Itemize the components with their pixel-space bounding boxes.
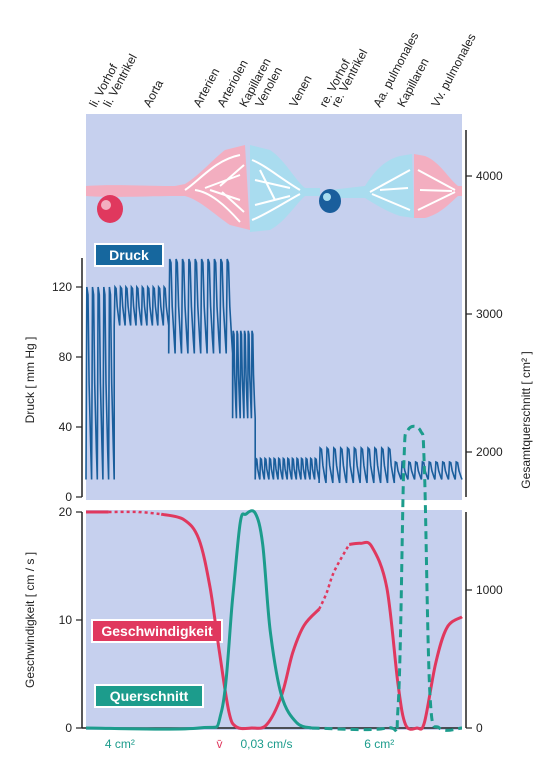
bottom-label-3: 6 cm² — [364, 737, 394, 751]
right-heart-icon — [319, 189, 341, 213]
bottom-y-axis-label: Geschwindigkeit [ cm / s ] — [23, 552, 37, 688]
region-label-12: Vv. pulmonales — [428, 31, 478, 109]
region-label-2: Aorta — [140, 77, 166, 109]
cross-section-line-pulmonary — [311, 424, 463, 734]
velocity-line-1 — [108, 510, 162, 516]
cross-section-line-systemic — [85, 509, 313, 731]
right-heart-highlight — [323, 193, 331, 201]
bottom-ytick-label-1: 10 — [59, 613, 73, 627]
region-label-7: Venen — [286, 73, 314, 110]
left-heart-icon — [97, 195, 123, 223]
druck-label-box — [94, 243, 164, 267]
series-layer — [85, 258, 463, 734]
left-heart-highlight — [101, 200, 111, 210]
right-ytick-label-3: 3000 — [476, 307, 503, 321]
velocity-line-3 — [317, 543, 351, 610]
bottom-ytick-label-2: 20 — [59, 505, 73, 519]
velocity-line-2 — [160, 512, 321, 731]
bottom-label-2: 0,03 cm/s — [240, 737, 292, 751]
bottom-ytick-label-0: 0 — [65, 721, 72, 735]
venous-branches — [251, 159, 301, 221]
arterial-branches — [184, 154, 245, 223]
top-ytick-label-3: 120 — [52, 280, 72, 294]
right-ytick-label-1: 1000 — [476, 583, 503, 597]
systemic-artery-tube — [86, 145, 250, 230]
pulmonary-vein-tube — [414, 154, 462, 218]
bottom-label-layer: 4 cm² v̄ 0,03 cm/s 6 cm² — [105, 737, 394, 751]
querschnitt-label: Querschnitt — [110, 688, 189, 704]
right-ytick-label-4: 4000 — [476, 169, 503, 183]
right-ytick-label-0: 0 — [476, 721, 483, 735]
right-y-axis-label: Gesamtquerschnitt [ cm² ] — [519, 351, 533, 488]
vessel-illustration — [86, 145, 462, 232]
querschnitt-label-box — [94, 684, 204, 708]
geschwindigkeit-label-box — [91, 619, 223, 643]
top-ytick-label-0: 0 — [65, 490, 72, 504]
top-ytick-label-1: 40 — [59, 420, 73, 434]
panel-gap — [80, 500, 472, 510]
top-ytick-label-2: 80 — [59, 350, 73, 364]
pulmonary-branches — [369, 169, 456, 211]
systemic-vein-tube — [250, 145, 320, 232]
bottom-label-0: 4 cm² — [105, 737, 135, 751]
pressure-line — [85, 258, 463, 484]
right-ytick-label-2: 2000 — [476, 445, 503, 459]
velocity-line-4 — [349, 540, 463, 731]
bottom-label-1: v̄ — [216, 737, 222, 751]
geschwindigkeit-label: Geschwindigkeit — [101, 623, 213, 639]
top-y-axis-label: Druck [ mm Hg ] — [23, 337, 37, 424]
druck-label: Druck — [109, 247, 149, 263]
